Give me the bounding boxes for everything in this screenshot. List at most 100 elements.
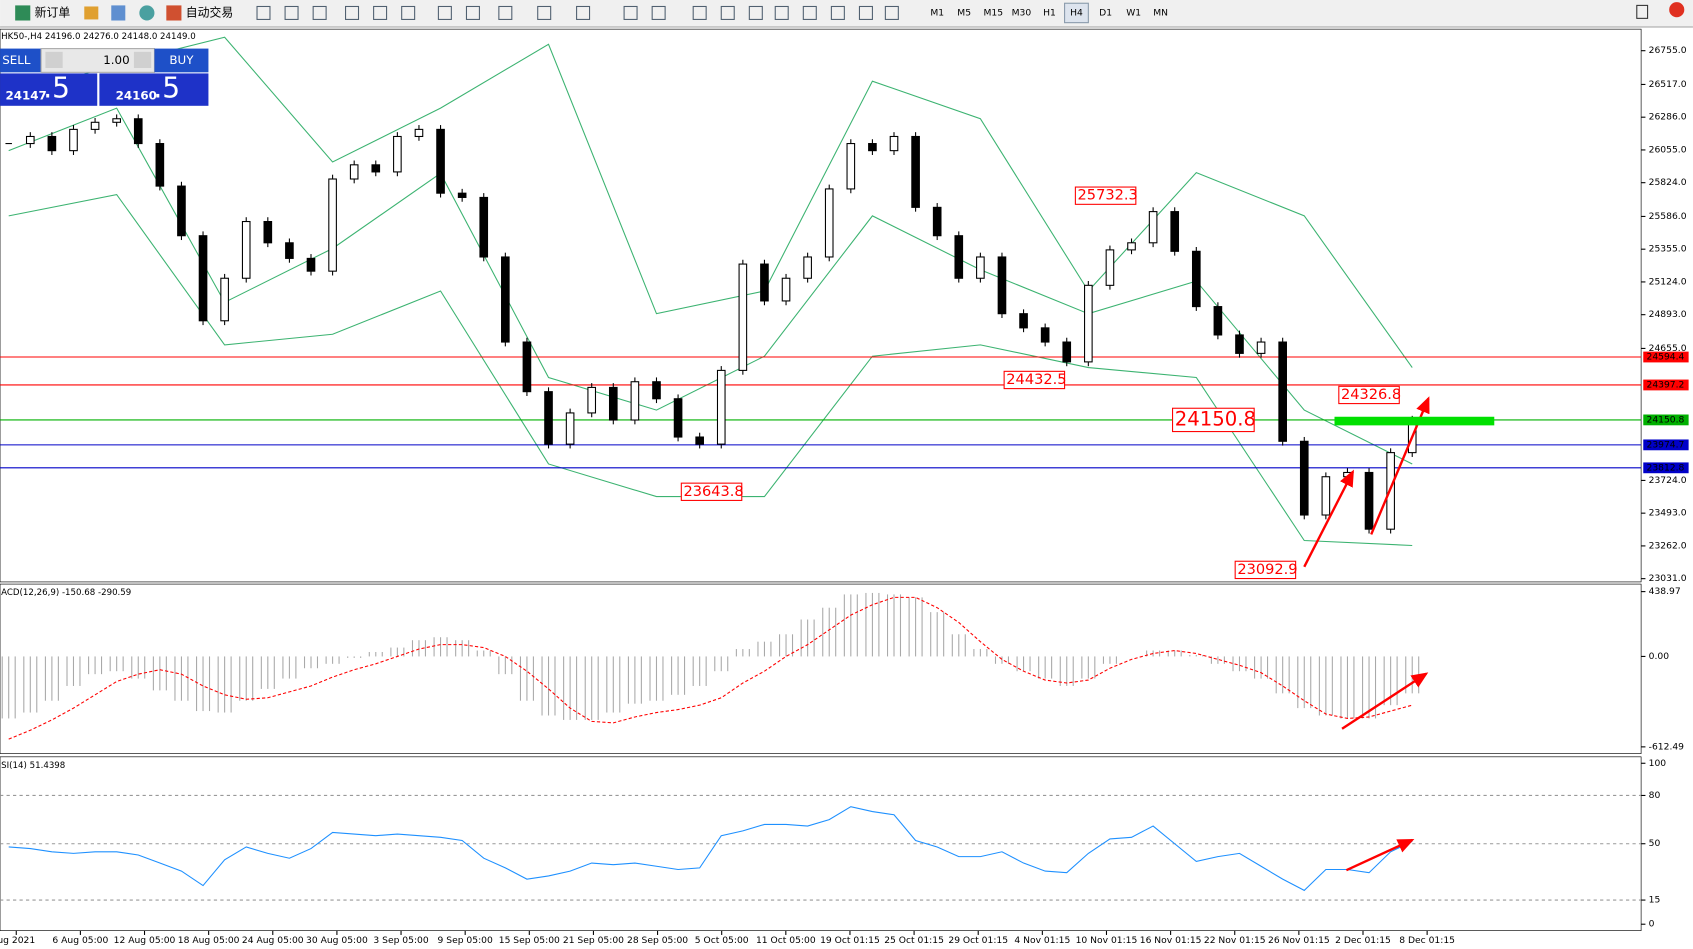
candle [177, 185, 186, 237]
tool-icon[interactable] [111, 5, 126, 21]
x-tick-label: 5 Oct 05:00 [695, 935, 749, 946]
candle [479, 196, 489, 258]
x-tick-label: 8 Dec 01:15 [1399, 935, 1455, 946]
timeframe-button[interactable]: MN [1153, 7, 1168, 18]
tool-icon[interactable] [720, 5, 735, 20]
macd-signal [8, 596, 1413, 740]
candle [1278, 341, 1287, 442]
candle [544, 391, 553, 445]
lot-value[interactable]: 1.00 [103, 53, 129, 67]
x-tick-label: ug 2021 [0, 935, 35, 946]
sell-price-fraction: .5 [43, 72, 70, 105]
y-tick-label: 23031.0 [1649, 573, 1687, 584]
x-tick-label: 29 Oct 01:15 [948, 935, 1008, 946]
candle [1299, 440, 1309, 516]
tool-icon[interactable] [802, 5, 817, 20]
rsi-label: SI(14) 51.4398 [1, 761, 65, 771]
y-tick-label: -612.49 [1649, 741, 1685, 752]
sell-price: 24147 [5, 89, 46, 103]
buy-label[interactable]: BUY [169, 53, 194, 67]
tool-icon[interactable] [748, 5, 763, 20]
price-annotation-box [1003, 370, 1066, 390]
timeframe-button[interactable]: M1 [930, 7, 944, 18]
timeframe-button[interactable]: M30 [1012, 7, 1032, 18]
tool-icon[interactable] [576, 5, 591, 20]
tool-icon[interactable] [284, 5, 299, 20]
price-annotation-box [1172, 407, 1255, 433]
x-tick-label: 6 Aug 05:00 [52, 935, 108, 946]
tool-icon[interactable] [345, 5, 360, 20]
candle [263, 220, 273, 244]
candle [155, 143, 165, 187]
auto-trading-icon[interactable] [166, 5, 182, 21]
tool-icon[interactable] [465, 5, 480, 20]
tool-icon[interactable] [401, 5, 416, 20]
candle [781, 277, 791, 302]
level-tag [1643, 379, 1689, 391]
tool-icon[interactable] [84, 6, 99, 20]
sell-label[interactable]: SELL [2, 53, 31, 67]
price-annotation: 24326.8 [1341, 386, 1401, 403]
tool-icon[interactable] [692, 5, 707, 20]
level-label: 24594.4 [1647, 352, 1685, 363]
x-tick-label: 9 Sep 05:00 [438, 935, 493, 946]
tool-icon[interactable] [651, 5, 666, 20]
y-tick-label: 26286.0 [1649, 112, 1687, 123]
lot-down[interactable] [45, 51, 63, 69]
tool-icon[interactable] [830, 5, 845, 20]
x-tick-label: 26 Nov 01:15 [1268, 935, 1330, 946]
toolbar-icons [256, 5, 899, 20]
price-annotation-box [1074, 186, 1137, 205]
lot-up[interactable] [133, 51, 152, 69]
notification-badge[interactable] [1669, 2, 1685, 18]
auto-trading-button[interactable]: 自动交易 [186, 5, 233, 19]
timeframe-button[interactable]: H4 [1070, 7, 1083, 18]
new-order-icon[interactable] [15, 5, 31, 21]
tool-icon[interactable] [312, 5, 327, 20]
buy-price-box[interactable] [99, 73, 209, 106]
bollinger-middle [8, 107, 1413, 465]
y-tick-label: 0 [1649, 919, 1655, 930]
y-tick-label: 50 [1649, 838, 1661, 849]
y-tick-label: 26055.0 [1649, 144, 1687, 155]
candle [220, 277, 229, 322]
x-tick-label: 12 Aug 05:00 [114, 935, 176, 946]
timeframe-button[interactable]: M15 [984, 7, 1004, 18]
price-annotation-box [1338, 385, 1400, 405]
timeframes: M1 M5 M15 M30 H1 H4 D1 W1 MN [930, 2, 1168, 24]
tool-icon[interactable] [437, 5, 452, 20]
candle [738, 263, 748, 371]
tool-icon[interactable] [623, 5, 638, 20]
tool-icon[interactable] [256, 5, 271, 20]
x-tick-label: 10 Nov 01:15 [1076, 935, 1138, 946]
tool-icon[interactable] [884, 5, 899, 20]
search-icon[interactable] [1636, 4, 1649, 19]
tool-icon[interactable] [537, 5, 552, 20]
x-tick-label: 28 Sep 05:00 [627, 935, 688, 946]
level-label: 23812.8 [1647, 462, 1685, 473]
candle [393, 135, 402, 173]
x-tick-label: 15 Sep 05:00 [499, 935, 560, 946]
tool-icon[interactable] [139, 5, 155, 21]
candle [695, 436, 704, 445]
timeframe-button[interactable]: W1 [1126, 7, 1141, 18]
sell-price-box[interactable] [0, 73, 98, 106]
y-tick-label: 438.97 [1649, 586, 1681, 597]
candle [1235, 334, 1244, 354]
candle [1213, 306, 1223, 336]
new-order-button[interactable]: 新订单 [35, 5, 71, 19]
sell-button[interactable] [0, 48, 42, 73]
timeframe-button[interactable]: M5 [957, 7, 971, 18]
candle [803, 256, 812, 279]
timeframe-button[interactable]: H1 [1043, 7, 1056, 18]
buy-button[interactable] [154, 48, 209, 73]
tool-icon[interactable] [373, 5, 388, 20]
tool-icon[interactable] [498, 5, 513, 20]
tool-icon[interactable] [774, 5, 789, 20]
timeframe-button[interactable]: D1 [1099, 7, 1112, 18]
tool-icon[interactable] [858, 5, 873, 20]
level-label: 24150.8 [1647, 414, 1685, 425]
candle [47, 135, 57, 152]
y-tick-label: 24893.0 [1649, 309, 1687, 320]
